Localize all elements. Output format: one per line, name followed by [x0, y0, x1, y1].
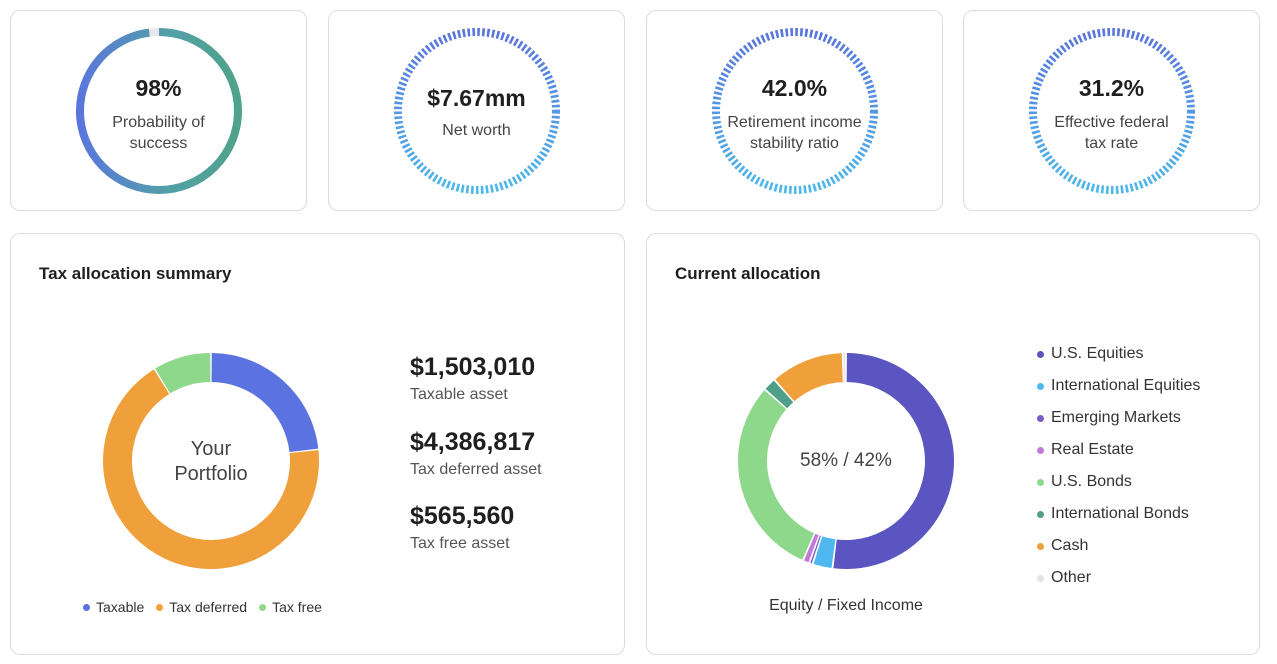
legend-label-taxable: Taxable [96, 599, 145, 615]
legend-dot-real-estate [1037, 446, 1044, 454]
legend-dot-emerging-markets [1037, 414, 1044, 422]
slice-emerging-markets[interactable] [810, 535, 821, 564]
legend-dot-cash [1037, 542, 1044, 550]
tax-donut-center-line1: Your [190, 438, 232, 460]
legend-label-tax-deferred: Tax deferred [169, 599, 248, 615]
current-allocation-legend: U.S. Equities International Equities Eme… [1037, 338, 1200, 594]
probability-ring-arc [76, 28, 242, 194]
net-worth-text: $7.67mm Net worth [329, 85, 624, 141]
legend-item-emerging-markets: Emerging Markets [1037, 402, 1200, 434]
taxable-amount: $1,503,010 [410, 353, 536, 381]
tax-donut-center-label: Your Portfolio [161, 437, 261, 487]
legend-dot-taxable [83, 603, 90, 611]
legend-label-international-bonds: International Bonds [1051, 505, 1189, 522]
legend-label-real-estate: Real Estate [1051, 441, 1134, 458]
tax-deferred-amount: $4,386,817 [410, 428, 536, 456]
tax-allocation-legend: Taxable Tax deferred Tax free [83, 599, 322, 615]
net-worth-ring [394, 28, 560, 194]
retirement-income-ring-dashes [712, 28, 878, 194]
net-worth-value: $7.67mm [427, 85, 526, 111]
effective-tax-rate-label-line1: Effective federal [1054, 114, 1169, 131]
legend-dot-tax-free [259, 603, 267, 611]
legend-dot-international-equities [1037, 382, 1044, 390]
tax-free-amount: $565,560 [410, 502, 515, 530]
current-allocation-title: Current allocation [675, 264, 821, 283]
legend-item-international-bonds: International Bonds [1037, 498, 1200, 530]
effective-tax-rate-label-line2: tax rate [1084, 135, 1139, 152]
retirement-income-label-line2: stability ratio [750, 135, 839, 152]
net-worth-label: Net worth [442, 122, 511, 139]
legend-label-international-equities: International Equities [1051, 377, 1201, 394]
legend-label-emerging-markets: Emerging Markets [1051, 409, 1181, 426]
retirement-income-value: 42.0% [761, 75, 828, 101]
legend-item-real-estate: Real Estate [1037, 434, 1200, 466]
legend-dot-other [1037, 574, 1044, 582]
probability-label-line1: Probability of [112, 114, 205, 131]
legend-item-us-bonds: U.S. Bonds [1037, 466, 1200, 498]
tax-deferred-amount-block: $4,386,817 Tax deferred asset [410, 428, 542, 479]
retirement-income-text: 42.0% Retirement income stability ratio [647, 75, 942, 154]
retirement-income-ring [712, 28, 878, 194]
probability-ring [76, 28, 242, 194]
alloc-caption: Equity / Fixed Income [769, 597, 923, 614]
legend-item-international-equities: International Equities [1037, 370, 1200, 402]
legend-item-cash: Cash [1037, 530, 1200, 562]
legend-dot-us-equities [1037, 350, 1044, 358]
effective-tax-rate-text: 31.2% Effective federal tax rate [964, 75, 1259, 154]
net-worth-card: $7.67mm Net worth [328, 10, 625, 211]
probability-text: 98% Probability of success [11, 75, 306, 154]
legend-label-us-bonds: U.S. Bonds [1051, 473, 1132, 490]
legend-label-cash: Cash [1051, 537, 1089, 554]
slice-u-s-equities[interactable] [833, 353, 954, 569]
taxable-amount-label: Taxable asset [410, 386, 508, 403]
net-worth-ring-dashes [394, 28, 560, 194]
legend-label-us-equities: U.S. Equities [1051, 345, 1144, 362]
legend-item-other: Other [1037, 562, 1200, 594]
current-allocation-donut [738, 353, 954, 569]
legend-item-tax-deferred: Tax deferred [156, 599, 247, 615]
slice-tax-deferred[interactable] [102, 369, 319, 569]
effective-tax-rate-card: 31.2% Effective federal tax rate [963, 10, 1260, 211]
slice-cash[interactable] [775, 353, 843, 402]
alloc-donut-center-text: 58% / 42% [800, 450, 892, 471]
probability-value: 98% [135, 75, 182, 101]
slice-tax-free[interactable] [155, 353, 211, 394]
tax-allocation-donut [102, 353, 319, 569]
slice-taxable[interactable] [211, 353, 319, 452]
legend-dot-us-bonds [1037, 478, 1044, 486]
slice-international-equities[interactable] [813, 536, 836, 569]
legend-item-us-equities: U.S. Equities [1037, 338, 1200, 370]
slice-other[interactable] [843, 353, 846, 383]
retirement-income-label-line1: Retirement income [727, 114, 862, 131]
retirement-income-card: 42.0% Retirement income stability ratio [646, 10, 943, 211]
tax-deferred-amount-label: Tax deferred asset [410, 461, 542, 478]
legend-dot-tax-deferred [156, 603, 164, 611]
effective-tax-rate-value: 31.2% [1078, 75, 1145, 101]
effective-tax-rate-ring-dashes [1029, 28, 1195, 194]
legend-label-tax-free: Tax free [272, 599, 322, 615]
tax-allocation-title: Tax allocation summary [39, 264, 232, 283]
probability-of-success-card: 98% Probability of success [10, 10, 307, 211]
tax-allocation-card: Tax allocation summary Your Portfolio $1… [10, 233, 625, 655]
taxable-amount-block: $1,503,010 Taxable asset [410, 353, 535, 404]
slice-u-s-bonds[interactable] [738, 390, 814, 560]
legend-item-taxable: Taxable [83, 599, 144, 615]
tax-free-amount-block: $565,560 Tax free asset [410, 502, 514, 553]
probability-label-line2: success [129, 135, 188, 152]
legend-item-tax-free: Tax free [259, 599, 322, 615]
legend-dot-international-bonds [1037, 510, 1044, 518]
slice-real-estate[interactable] [803, 533, 819, 563]
legend-label-other: Other [1051, 569, 1092, 586]
current-allocation-card: Current allocation 58% / 42% Equity / Fi… [646, 233, 1260, 655]
tax-donut-center-line2: Portfolio [174, 463, 248, 485]
effective-tax-rate-ring [1029, 28, 1195, 194]
tax-free-amount-label: Tax free asset [410, 535, 510, 552]
slice-international-bonds[interactable] [765, 380, 794, 409]
